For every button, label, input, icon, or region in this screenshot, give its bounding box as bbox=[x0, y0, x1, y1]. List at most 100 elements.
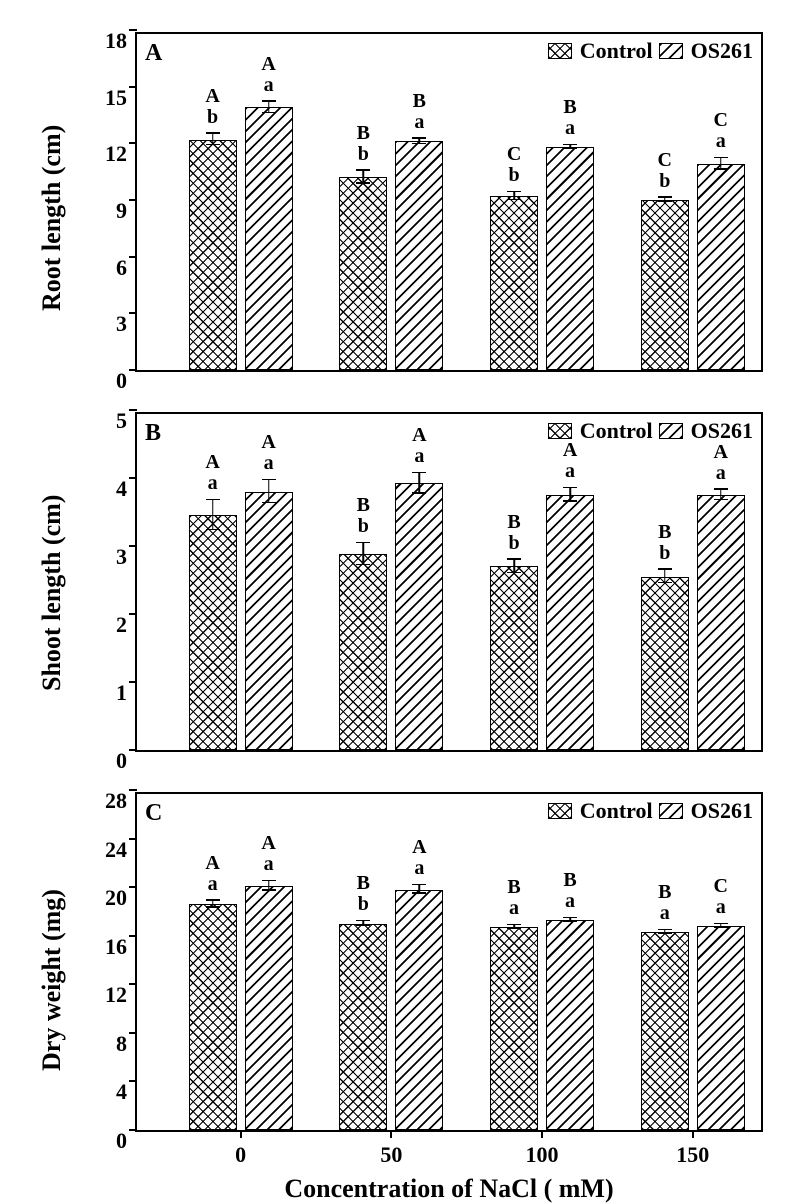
x-tick-label: 50 bbox=[380, 1142, 402, 1168]
significance-letter: Aa bbox=[261, 833, 275, 875]
significance-letter: Bb bbox=[357, 495, 370, 537]
anno-upper: B bbox=[413, 91, 426, 112]
bar-control bbox=[490, 927, 538, 1130]
anno-upper: C bbox=[658, 150, 672, 171]
bar-control bbox=[339, 554, 387, 750]
anno-upper: A bbox=[261, 432, 275, 453]
y-tick-label: 18 bbox=[105, 28, 127, 54]
error-cap bbox=[356, 925, 370, 927]
bar-control bbox=[641, 200, 689, 370]
error-cap bbox=[356, 920, 370, 922]
bar-control bbox=[189, 904, 237, 1130]
legend-swatch-control bbox=[548, 43, 572, 59]
y-axis-label: Shoot length (cm) bbox=[37, 494, 67, 690]
y-tick-label: 12 bbox=[105, 982, 127, 1008]
anno-lower: b bbox=[357, 516, 370, 537]
legend-swatch-os261 bbox=[659, 803, 683, 819]
anno-upper: A bbox=[714, 442, 728, 463]
significance-letter: Cb bbox=[658, 150, 672, 192]
y-tick-label: 6 bbox=[116, 255, 127, 281]
anno-lower: a bbox=[714, 463, 728, 484]
significance-letter: Aa bbox=[205, 452, 219, 494]
anno-upper: A bbox=[412, 425, 426, 446]
y-tick-label: 0 bbox=[116, 1128, 127, 1154]
anno-lower: a bbox=[714, 131, 728, 152]
bar-os261 bbox=[245, 107, 293, 370]
significance-letter: Bb bbox=[658, 522, 671, 564]
error-cap bbox=[563, 920, 577, 922]
significance-letter: Ca bbox=[714, 110, 728, 152]
anno-upper: A bbox=[563, 440, 577, 461]
anno-upper: B bbox=[563, 97, 576, 118]
anno-lower: a bbox=[205, 473, 219, 494]
error-cap bbox=[412, 137, 426, 139]
bar-control bbox=[189, 140, 237, 370]
bar-os261 bbox=[245, 492, 293, 750]
panel-letter: A bbox=[145, 40, 162, 67]
y-tick-label: 0 bbox=[116, 368, 127, 394]
y-tick-label: 4 bbox=[116, 476, 127, 502]
error-cap bbox=[262, 880, 276, 882]
y-tick bbox=[129, 142, 137, 144]
panel-c: CControlOS2610481216202428AaBbBaBaAaAaBa… bbox=[135, 792, 763, 1132]
significance-letter: Cb bbox=[507, 144, 521, 186]
error-cap bbox=[714, 488, 728, 490]
error-cap bbox=[507, 199, 521, 201]
error-cap bbox=[563, 917, 577, 919]
anno-lower: b bbox=[507, 165, 521, 186]
significance-letter: Ab bbox=[205, 86, 219, 128]
anno-lower: b bbox=[357, 894, 370, 915]
bar-os261 bbox=[395, 141, 443, 370]
legend: ControlOS261 bbox=[548, 38, 753, 64]
error-cap bbox=[714, 923, 728, 925]
error-cap bbox=[507, 924, 521, 926]
y-tick bbox=[129, 312, 137, 314]
x-tick-label: 150 bbox=[676, 1142, 709, 1168]
y-tick-label: 9 bbox=[116, 198, 127, 224]
x-tick bbox=[240, 1130, 242, 1138]
error-cap bbox=[563, 144, 577, 146]
significance-letter: Aa bbox=[261, 54, 275, 96]
anno-lower: b bbox=[507, 533, 520, 554]
legend-swatch-control bbox=[548, 423, 572, 439]
y-tick-label: 12 bbox=[105, 141, 127, 167]
error-cap bbox=[658, 582, 672, 584]
error-cap bbox=[563, 148, 577, 150]
y-tick bbox=[129, 1080, 137, 1082]
anno-lower: a bbox=[563, 461, 577, 482]
error-cap bbox=[206, 529, 220, 531]
anno-upper: C bbox=[714, 110, 728, 131]
bar-os261 bbox=[697, 926, 745, 1130]
y-tick bbox=[129, 749, 137, 751]
y-axis-label: Dry weight (mg) bbox=[37, 889, 67, 1071]
anno-lower: b bbox=[205, 107, 219, 128]
significance-letter: Aa bbox=[205, 853, 219, 895]
y-tick bbox=[129, 681, 137, 683]
y-tick bbox=[129, 886, 137, 888]
bar-os261 bbox=[245, 886, 293, 1130]
panel-letter: C bbox=[145, 800, 162, 827]
significance-letter: Bb bbox=[357, 873, 370, 915]
error-cap bbox=[356, 169, 370, 171]
y-tick-label: 0 bbox=[116, 748, 127, 774]
significance-letter: Ca bbox=[714, 876, 728, 918]
bar-control bbox=[189, 515, 237, 750]
anno-upper: B bbox=[563, 870, 576, 891]
anno-lower: a bbox=[205, 874, 219, 895]
x-tick bbox=[541, 1130, 543, 1138]
error-cap bbox=[714, 926, 728, 928]
anno-upper: B bbox=[507, 512, 520, 533]
anno-lower: a bbox=[658, 903, 671, 924]
anno-lower: a bbox=[261, 75, 275, 96]
error-cap bbox=[658, 196, 672, 198]
error-cap bbox=[507, 191, 521, 193]
bar-os261 bbox=[546, 920, 594, 1130]
significance-letter: Aa bbox=[412, 425, 426, 467]
anno-lower: b bbox=[658, 543, 671, 564]
x-tick-label: 100 bbox=[526, 1142, 559, 1168]
error-cap bbox=[507, 928, 521, 930]
error-bar bbox=[268, 480, 270, 503]
anno-upper: A bbox=[205, 853, 219, 874]
legend-swatch-os261 bbox=[659, 423, 683, 439]
x-tick bbox=[390, 1130, 392, 1138]
